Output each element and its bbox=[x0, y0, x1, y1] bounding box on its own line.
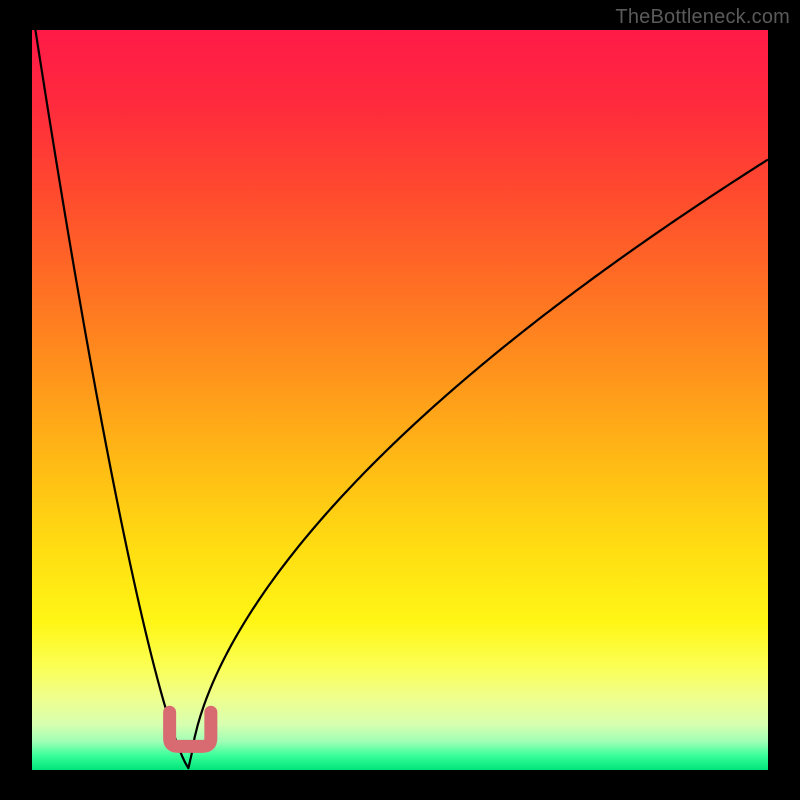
chart-root: TheBottleneck.com bbox=[0, 0, 800, 800]
plot-background bbox=[32, 30, 768, 770]
bottleneck-chart bbox=[0, 0, 800, 800]
